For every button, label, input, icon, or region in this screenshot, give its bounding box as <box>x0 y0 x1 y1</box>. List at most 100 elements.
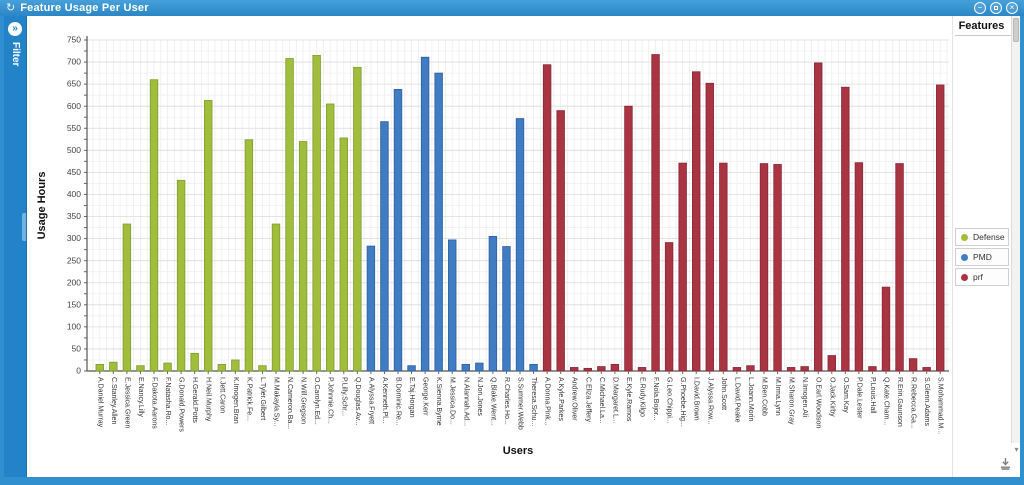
y-tick-label: 650 <box>67 79 81 89</box>
bar-F.Natasha.Ro...[interactable] <box>163 362 172 372</box>
bar-S.Glenn.Adams[interactable] <box>922 367 931 372</box>
bar-Q.Kate.Cham...[interactable] <box>881 286 891 372</box>
features-scrollbar[interactable]: ▾ <box>1011 16 1020 454</box>
bar-C.Michael.La...[interactable] <box>597 366 606 372</box>
bar-E.Rudy.Kilgo[interactable] <box>637 367 647 372</box>
bar-E.Kyle.Ramos[interactable] <box>624 105 633 372</box>
bar-G.Donald.Powers[interactable] <box>176 179 186 372</box>
x-tick-label: M.Irma.Lynn <box>774 377 781 416</box>
bar-F.Dakota.Aarons[interactable] <box>149 79 159 372</box>
bar-A.Donna.Pink...[interactable] <box>542 64 552 372</box>
bar-M.Irma.Lynn[interactable] <box>773 164 782 372</box>
x-tick-label: L.Joann.Morin <box>747 377 754 421</box>
bar-Andrew.Oliver[interactable] <box>570 367 579 372</box>
x-tick-label: C.Eliza.Jeffery <box>584 377 591 422</box>
bar-P.Johnnie.Ch...[interactable] <box>326 103 335 372</box>
bar-K.Imogen.Bran[interactable] <box>231 359 240 372</box>
bar-S.Summer.Webb[interactable] <box>515 118 525 372</box>
bar-P.Lilly.Schr...[interactable] <box>339 137 348 372</box>
bar-N.Jon.Jones[interactable] <box>475 362 484 372</box>
bar-R.Erin.Gaunson[interactable] <box>895 163 904 372</box>
legend-label: PMD <box>973 252 992 262</box>
bar-L.Tyler.Gilbert[interactable] <box>258 365 267 372</box>
filter-sidebar-collapsed[interactable]: » Filter <box>4 16 27 477</box>
features-divider <box>955 35 1018 36</box>
bar-N.Imogen.Ali[interactable] <box>800 366 809 372</box>
minimize-icon[interactable]: − <box>974 2 986 14</box>
splitter-grip[interactable] <box>22 213 26 241</box>
bar-Theresa.Schu...[interactable] <box>529 363 538 372</box>
bar-O.Carolyn.Ed...[interactable] <box>312 55 321 372</box>
legend-item-prf[interactable]: prf <box>955 268 1009 286</box>
bar-H.Gerald.Potts[interactable] <box>190 352 199 372</box>
bar-Q.Blake.Went...[interactable] <box>488 235 498 372</box>
bar-O.Earl.Woodson[interactable] <box>814 62 823 372</box>
bar-C.Stanley.Allen[interactable] <box>109 361 118 372</box>
bar-O.Jack.Kirby[interactable] <box>827 355 836 372</box>
bar-G.Phoebe.Hig...[interactable] <box>678 162 687 372</box>
bar-Q.Douglas.Av...[interactable] <box>353 66 362 372</box>
bar-P.Dale.Lester[interactable] <box>854 162 864 372</box>
scrollbar-thumb[interactable] <box>1013 18 1019 42</box>
bar-M.Makayla.Sy...[interactable] <box>271 223 281 372</box>
bar-E.Taj.Horgan[interactable] <box>407 365 416 372</box>
bar-L.David.Peake[interactable] <box>732 367 742 372</box>
y-tick-label: 100 <box>67 321 81 331</box>
bar-C.Eliza.Jeffery[interactable] <box>583 367 592 372</box>
bar-M.Sharon.Gray[interactable] <box>786 367 796 372</box>
x-tick-label: E.Nancy.Lilly <box>137 377 144 417</box>
bar-J.Alyssa.Row...[interactable] <box>705 82 714 372</box>
bar-K.Patrick.Fe...[interactable] <box>244 139 254 372</box>
x-tick-label: M.Sharon.Gray <box>788 377 795 425</box>
y-tick-label: 250 <box>67 255 81 265</box>
x-tick-label: Theresa.Schu... <box>530 377 537 426</box>
x-tick-label: K.Patrick.Fe... <box>245 377 252 421</box>
bar-O.Sam.Kay[interactable] <box>841 86 850 372</box>
x-tick-label: N.Imogen.Ali <box>801 377 808 418</box>
x-tick-label: A.Kyle.Parkes <box>557 377 564 421</box>
legend-item-Defense[interactable]: Defense <box>955 228 1009 246</box>
bar-P.Louis.Hall[interactable] <box>868 366 877 372</box>
bar-N.Alannah.Ad...[interactable] <box>461 363 470 372</box>
bar-E.Nancy.Lilly[interactable] <box>136 365 145 372</box>
scroll-down-icon[interactable]: ▾ <box>1014 445 1019 454</box>
bar-K.Sienna.Byrne[interactable] <box>434 72 443 372</box>
bar-S.Mohammad.M...[interactable] <box>936 84 945 372</box>
bar-N.Cameron.Ba...[interactable] <box>285 58 294 372</box>
bar-I.Jett.Caron[interactable] <box>217 363 226 372</box>
bar-G.Leo.Chippi...[interactable] <box>664 242 674 372</box>
bar-L.Joann.Morin[interactable] <box>746 365 755 372</box>
download-chart-icon[interactable] <box>998 456 1013 471</box>
bar-F.Nola.Bojor...[interactable] <box>651 54 660 372</box>
bar-A.Kyle.Parkes[interactable] <box>556 110 565 372</box>
y-tick-label: 350 <box>67 211 81 221</box>
x-tick-label: I.Jett.Caron <box>218 377 225 413</box>
bar-R.Charles.Ho...[interactable] <box>502 246 511 372</box>
bar-R.Rebecca.Ga...[interactable] <box>908 358 918 372</box>
bar-H.Neil.Murphy[interactable] <box>204 100 213 372</box>
bar-A.Kenneth.Pl...[interactable] <box>380 121 389 372</box>
x-tick-label: P.Louis.Hall <box>869 377 876 414</box>
title-bar: ↻ Feature Usage Per User − × <box>0 0 1024 16</box>
bar-D.Margaret.L...[interactable] <box>610 363 620 372</box>
bar-A.Alyssa.Fryett[interactable] <box>366 245 376 372</box>
x-tick-label: L.Tyler.Gilbert <box>259 377 266 420</box>
bar-M.Jessica.Do...[interactable] <box>448 239 457 372</box>
x-tick-label: Q.Kate.Cham... <box>883 377 890 425</box>
bar-I.David.Brown[interactable] <box>692 71 701 372</box>
bar-John.Scott[interactable] <box>719 162 728 372</box>
bar-E.Jessica.Green[interactable] <box>122 223 132 372</box>
bar-B.Dominic.Re...[interactable] <box>393 89 403 372</box>
bar-N.Will.Gregson[interactable] <box>298 141 308 372</box>
close-icon[interactable]: × <box>1006 2 1018 14</box>
bar-A.Daniel.Murray[interactable] <box>95 363 104 372</box>
x-tick-label: G.Phoebe.Hig... <box>679 377 686 427</box>
x-tick-label: Q.Douglas.Av... <box>354 377 361 425</box>
bar-George.Kerr[interactable] <box>420 56 430 372</box>
bar-M.Ben.Cobb[interactable] <box>759 163 769 372</box>
maximize-icon[interactable] <box>990 2 1002 14</box>
x-tick-label: F.Dakota.Aarons <box>151 377 158 429</box>
legend-item-PMD[interactable]: PMD <box>955 248 1009 266</box>
expand-panel-icon[interactable]: » <box>8 22 22 36</box>
x-tick-label: O.Earl.Woodson <box>815 377 822 428</box>
